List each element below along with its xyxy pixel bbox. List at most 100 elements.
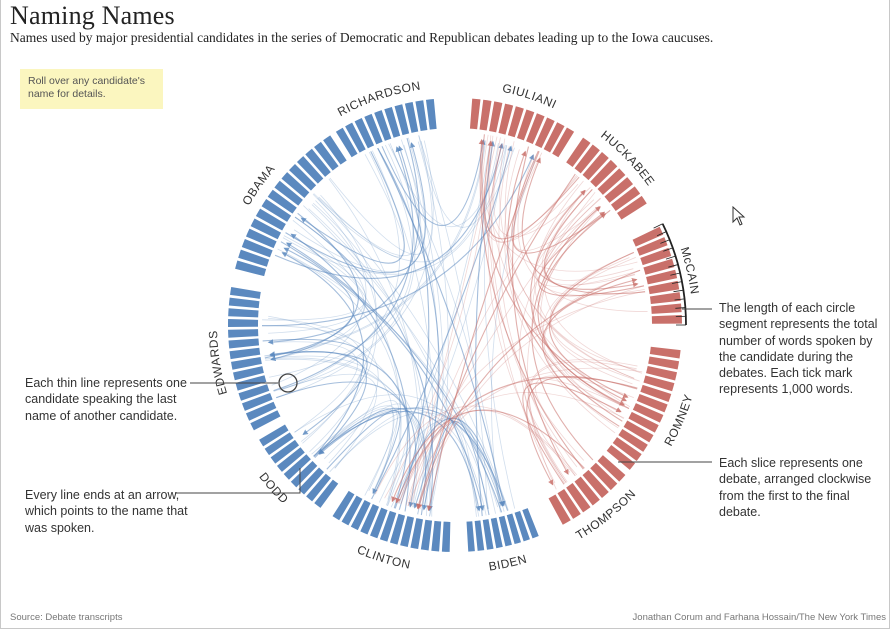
segment-slice-obama[interactable] [255, 208, 286, 231]
segment-slice-mccain[interactable] [636, 237, 668, 256]
segment-slice-giuliani[interactable] [517, 109, 535, 141]
segment-slice-giuliani[interactable] [469, 98, 481, 130]
segment-slice-clinton[interactable] [332, 490, 355, 521]
segment-slice-dodd[interactable] [276, 447, 305, 472]
segment-slice-giuliani[interactable] [543, 122, 565, 153]
segment-slice-biden[interactable] [506, 513, 521, 545]
segment-slice-romney[interactable] [646, 366, 678, 381]
segment-slice-obama[interactable] [235, 260, 267, 277]
segment-slice-obama[interactable] [245, 228, 277, 249]
segment-slice-thompson[interactable] [590, 462, 618, 491]
segment-slice-edwards[interactable] [241, 393, 273, 411]
candidate-label-obama[interactable]: OBAMA [239, 162, 277, 208]
segment-slice-biden[interactable] [498, 515, 512, 547]
segment-slice-edwards[interactable] [228, 329, 259, 338]
segment-slice-obama[interactable] [281, 172, 310, 198]
candidate-label-clinton[interactable]: CLINTON [355, 542, 412, 571]
segment-slice-dodd[interactable] [306, 473, 331, 502]
segment-slice-clinton[interactable] [410, 518, 423, 549]
segment-slice-edwards[interactable] [228, 319, 259, 328]
segment-slice-huckabee[interactable] [610, 186, 641, 212]
segment-slice-obama[interactable] [323, 135, 347, 165]
segment-slice-biden[interactable] [474, 520, 485, 551]
segment-slice-mccain[interactable] [648, 280, 680, 295]
segment-slice-giuliani[interactable] [489, 101, 503, 133]
segment-slice-romney[interactable] [628, 411, 659, 433]
segment-slice-obama[interactable] [305, 148, 331, 177]
segment-slice-richardson[interactable] [384, 106, 401, 138]
segment-slice-clinton[interactable] [389, 513, 406, 545]
segment-slice-obama[interactable] [241, 239, 273, 258]
segment-slice-dodd[interactable] [314, 479, 339, 508]
segment-slice-richardson[interactable] [364, 113, 383, 145]
segment-slice-biden[interactable] [522, 508, 539, 539]
segment-slice-obama[interactable] [314, 141, 339, 171]
segment-slice-dodd[interactable] [298, 467, 324, 495]
segment-slice-huckabee[interactable] [597, 168, 626, 195]
segment-slice-obama[interactable] [250, 218, 282, 240]
segment-slice-romney[interactable] [606, 444, 636, 470]
segment-slice-obama[interactable] [289, 163, 317, 191]
segment-slice-huckabee[interactable] [582, 152, 609, 181]
segment-slice-huckabee[interactable] [566, 137, 591, 167]
segment-slice-giuliani[interactable] [479, 99, 492, 131]
segment-slice-romney[interactable] [649, 346, 681, 359]
segment-slice-richardson[interactable] [394, 104, 410, 136]
segment-slice-clinton[interactable] [441, 521, 451, 552]
candidate-label-biden[interactable]: BIDEN [488, 552, 529, 574]
segment-slice-richardson[interactable] [354, 118, 375, 149]
segment-slice-dodd[interactable] [270, 439, 300, 464]
segment-slice-edwards[interactable] [231, 357, 262, 370]
segment-slice-giuliani[interactable] [507, 106, 524, 138]
segment-slice-obama[interactable] [274, 180, 303, 206]
segment-slice-dodd[interactable] [264, 432, 294, 456]
segment-slice-biden[interactable] [482, 519, 494, 550]
segment-slice-huckabee[interactable] [574, 144, 600, 174]
candidate-label-thompson[interactable]: THOMPSON [573, 487, 638, 543]
segment-slice-edwards[interactable] [228, 338, 260, 349]
segment-slice-thompson[interactable] [574, 476, 600, 506]
segment-slice-biden[interactable] [466, 521, 475, 552]
segment-slice-edwards[interactable] [250, 410, 281, 431]
segment-slice-giuliani[interactable] [552, 127, 575, 158]
segment-slice-romney[interactable] [618, 428, 648, 452]
segment-slice-thompson[interactable] [548, 494, 571, 525]
segment-slice-giuliani[interactable] [534, 117, 555, 149]
segment-slice-clinton[interactable] [350, 500, 371, 531]
segment-slice-huckabee[interactable] [604, 177, 634, 203]
segment-slice-dodd[interactable] [259, 424, 289, 447]
segment-slice-romney[interactable] [632, 403, 664, 423]
segment-slice-giuliani[interactable] [498, 103, 514, 135]
segment-slice-mccain[interactable] [649, 292, 681, 304]
segment-slice-clinton[interactable] [341, 495, 363, 526]
segment-slice-clinton[interactable] [370, 507, 388, 539]
segment-slice-mccain[interactable] [651, 303, 682, 314]
segment-slice-thompson[interactable] [597, 455, 626, 482]
segment-slice-mccain[interactable] [643, 258, 675, 275]
segment-slice-thompson[interactable] [557, 488, 581, 519]
segment-slice-romney[interactable] [648, 356, 680, 370]
segment-slice-edwards[interactable] [229, 347, 261, 360]
segment-slice-mccain[interactable] [632, 226, 664, 247]
segment-slice-romney[interactable] [612, 437, 642, 462]
segment-slice-romney[interactable] [623, 420, 654, 443]
segment-slice-obama[interactable] [238, 249, 270, 267]
segment-slice-dodd[interactable] [283, 454, 311, 480]
segment-slice-mccain[interactable] [640, 247, 672, 266]
segment-slice-obama[interactable] [296, 156, 324, 184]
segment-slice-richardson[interactable] [415, 100, 428, 132]
segment-slice-romney[interactable] [636, 394, 668, 413]
segment-slice-edwards[interactable] [228, 297, 260, 309]
segment-slice-huckabee[interactable] [617, 195, 647, 220]
segment-slice-richardson[interactable] [404, 101, 419, 133]
segment-slice-obama[interactable] [267, 189, 297, 214]
segment-slice-biden[interactable] [490, 517, 503, 549]
segment-slice-richardson[interactable] [374, 110, 392, 141]
segment-slice-richardson[interactable] [345, 122, 366, 153]
segment-slice-richardson[interactable] [335, 127, 358, 158]
segment-slice-huckabee[interactable] [590, 159, 618, 188]
segment-slice-clinton[interactable] [420, 519, 433, 551]
segment-slice-edwards[interactable] [238, 384, 270, 401]
segment-slice-clinton[interactable] [400, 516, 414, 548]
segment-slice-clinton[interactable] [431, 520, 442, 552]
